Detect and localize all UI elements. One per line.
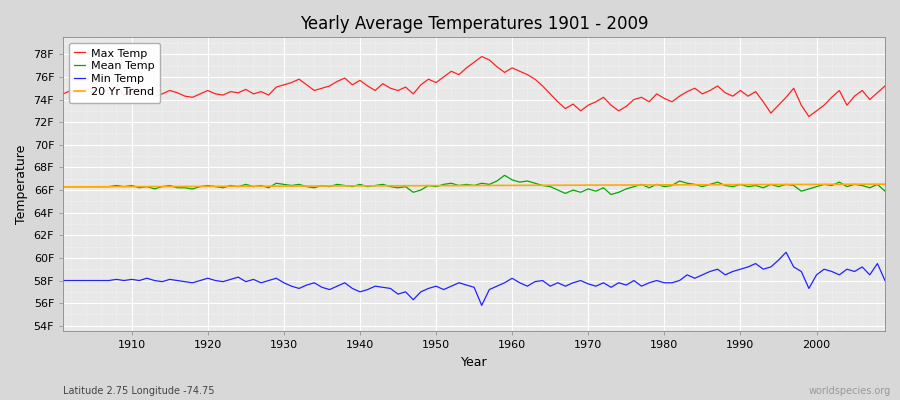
Max Temp: [515, 69, 526, 74]
Text: Latitude 2.75 Longitude -74.75: Latitude 2.75 Longitude -74.75: [63, 386, 214, 396]
Min Temp: [58, 278, 68, 283]
Mean Temp: [286, 183, 297, 188]
Max Temp: [58, 92, 68, 96]
X-axis label: Year: Year: [461, 356, 488, 369]
20 Yr Trend: [119, 184, 130, 189]
20 Yr Trend: [879, 182, 890, 186]
Mean Temp: [500, 173, 510, 178]
20 Yr Trend: [286, 184, 297, 188]
Min Temp: [879, 278, 890, 283]
Line: Max Temp: Max Temp: [63, 56, 885, 116]
Min Temp: [476, 303, 487, 308]
Mean Temp: [879, 189, 890, 194]
20 Yr Trend: [58, 184, 68, 189]
Max Temp: [476, 54, 487, 59]
Mean Temp: [58, 184, 68, 189]
Mean Temp: [606, 192, 616, 197]
Legend: Max Temp, Mean Temp, Min Temp, 20 Yr Trend: Max Temp, Mean Temp, Min Temp, 20 Yr Tre…: [68, 43, 160, 103]
Line: Min Temp: Min Temp: [63, 252, 885, 306]
Min Temp: [332, 284, 343, 288]
20 Yr Trend: [598, 183, 609, 188]
Max Temp: [879, 84, 890, 88]
Mean Temp: [507, 178, 517, 182]
20 Yr Trend: [500, 183, 510, 188]
Title: Yearly Average Temperatures 1901 - 2009: Yearly Average Temperatures 1901 - 2009: [300, 15, 648, 33]
Mean Temp: [332, 182, 343, 187]
Min Temp: [286, 284, 297, 288]
Y-axis label: Temperature: Temperature: [15, 145, 28, 224]
Max Temp: [332, 79, 343, 84]
Mean Temp: [119, 184, 130, 189]
20 Yr Trend: [332, 184, 343, 188]
Mean Temp: [515, 180, 526, 184]
Line: 20 Yr Trend: 20 Yr Trend: [63, 184, 885, 187]
Max Temp: [507, 66, 517, 70]
Min Temp: [507, 276, 517, 281]
Max Temp: [606, 103, 616, 108]
Max Temp: [804, 114, 814, 119]
Min Temp: [780, 250, 791, 255]
Mean Temp: [613, 190, 624, 195]
Min Temp: [119, 278, 130, 283]
Min Temp: [606, 285, 616, 290]
Min Temp: [515, 280, 526, 285]
Max Temp: [119, 93, 130, 98]
Text: worldspecies.org: worldspecies.org: [809, 386, 891, 396]
Max Temp: [286, 80, 297, 85]
Line: Mean Temp: Mean Temp: [63, 175, 885, 194]
20 Yr Trend: [507, 183, 517, 188]
